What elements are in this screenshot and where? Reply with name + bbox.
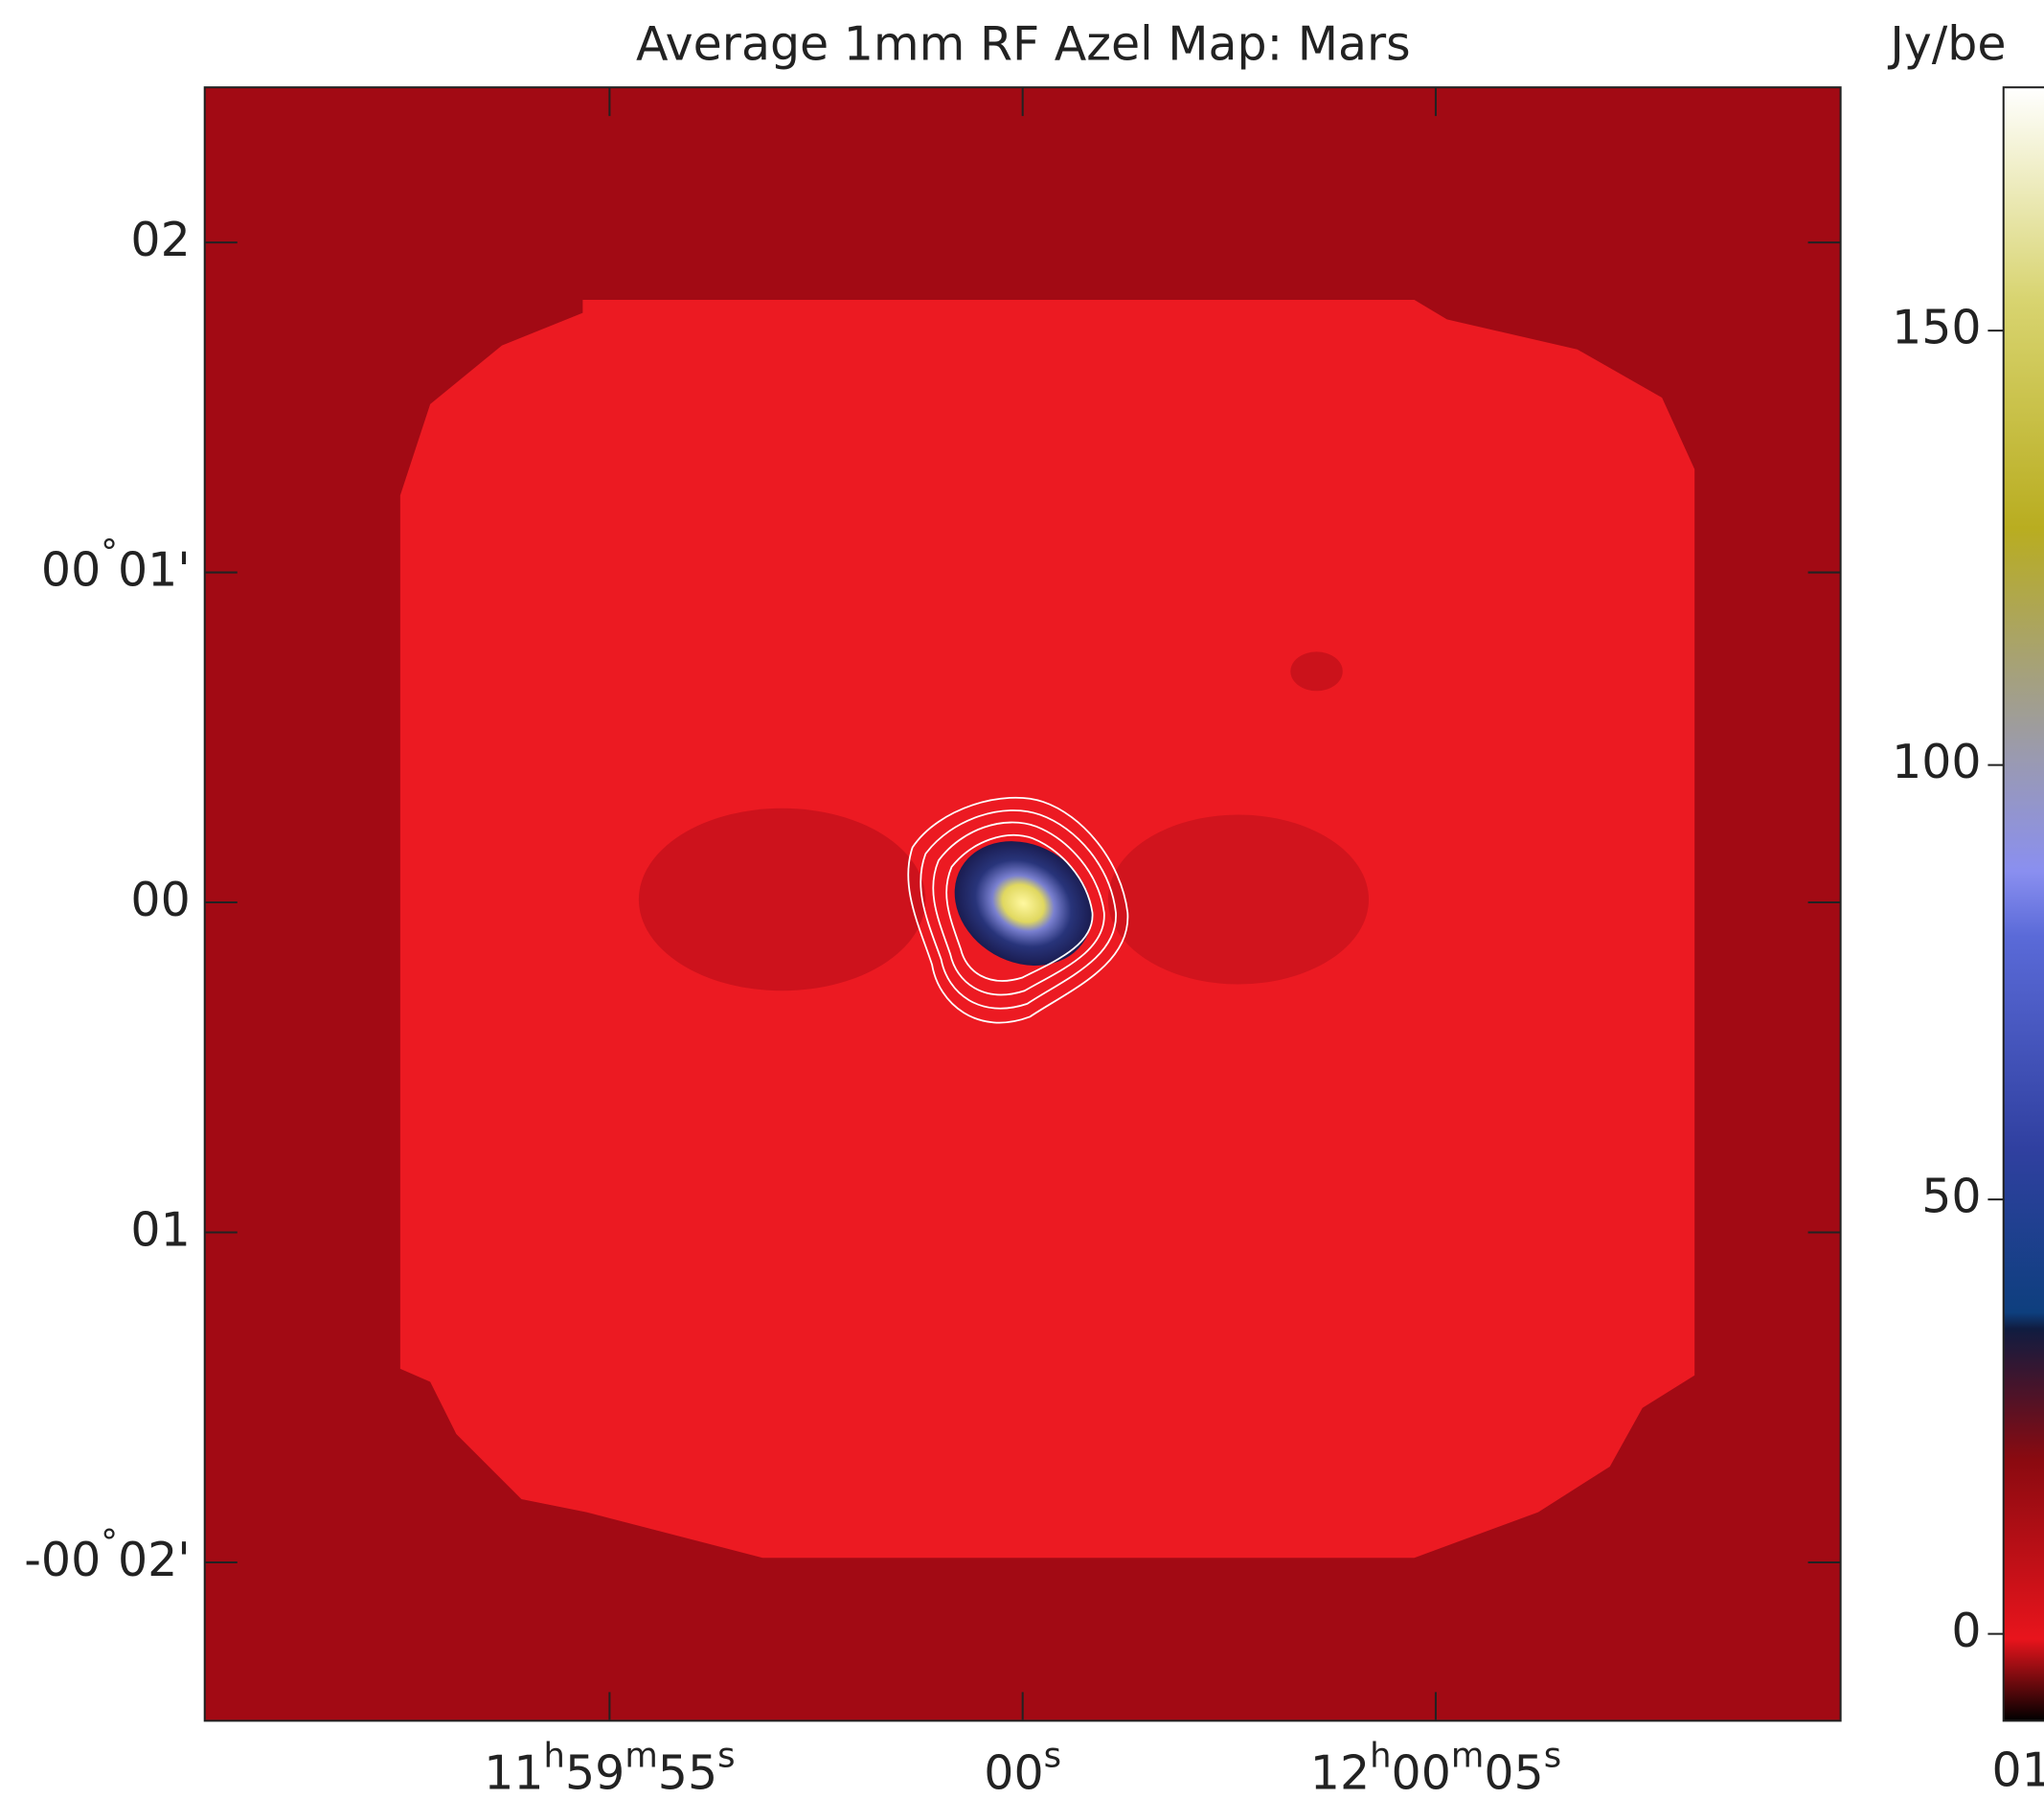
y-tick-label: -00°02' — [24, 1523, 191, 1587]
x-tick-label: 12h00m05s — [1310, 1736, 1561, 1799]
colorbar-label: Jy/be — [1887, 16, 2006, 71]
x-tick-label: 00s — [984, 1736, 1061, 1799]
colorbar-tick-label: 50 — [1921, 1170, 1981, 1224]
map-dip — [638, 808, 926, 991]
y-tick-label: 00°01' — [41, 534, 191, 598]
colorbar — [2002, 86, 2044, 1722]
y-tick-label: 02 — [130, 213, 190, 267]
y-tick-label: 01 — [130, 1202, 190, 1257]
contours — [907, 796, 1129, 1024]
x-tick-label: 11h59m55s — [484, 1736, 735, 1799]
map-dip — [1107, 814, 1369, 985]
colorbar-tick-label: 150 — [1892, 301, 1982, 355]
map-dip — [1290, 651, 1343, 692]
colorbar-tick-label: 0 — [1951, 1604, 1981, 1658]
corner-text: 01 — [1991, 1742, 2044, 1797]
y-tick-label: 00 — [130, 873, 190, 927]
chart-title: Average 1mm RF Azel Map: Mars — [636, 16, 1411, 71]
source — [954, 841, 1093, 966]
colorbar-tick-label: 100 — [1892, 735, 1982, 789]
